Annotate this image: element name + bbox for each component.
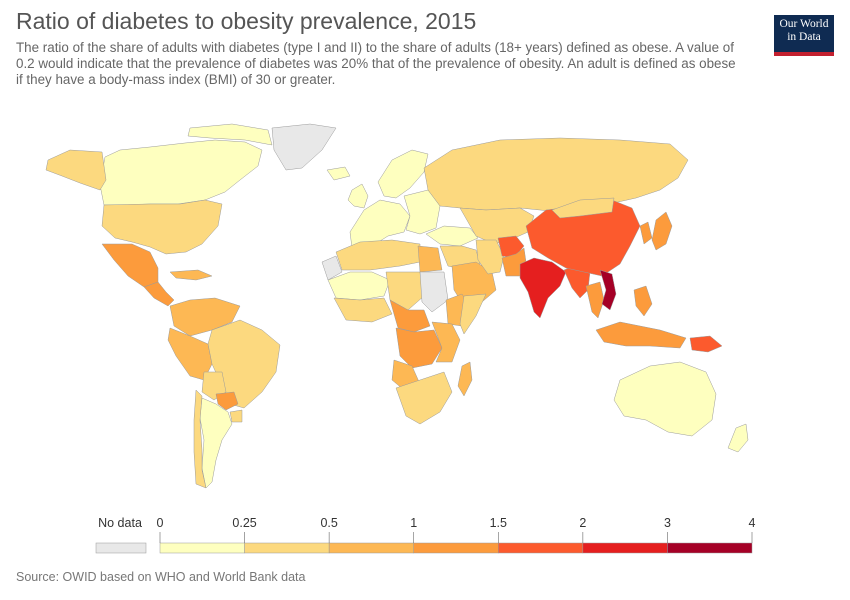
legend-svg: No data 0 0.25 0.5 1 1.5 2 3 4 xyxy=(95,516,756,554)
region-southeast-asia[interactable] xyxy=(585,281,605,319)
legend-bin-1[interactable] xyxy=(244,542,330,554)
region-india[interactable] xyxy=(519,257,567,319)
region-west-africa[interactable] xyxy=(333,297,393,323)
region-central-america[interactable] xyxy=(143,281,175,307)
region-philippines[interactable] xyxy=(633,285,653,317)
world-map-svg xyxy=(45,123,749,489)
region-east-africa[interactable] xyxy=(431,321,461,363)
logo-line-1: Our World xyxy=(779,18,829,30)
legend-bin-2[interactable] xyxy=(328,542,414,554)
region-uk-ireland[interactable] xyxy=(347,183,369,209)
region-scandinavia[interactable] xyxy=(377,149,429,199)
legend-tick-label-4: 1.5 xyxy=(490,516,507,530)
region-iceland[interactable] xyxy=(326,166,351,181)
region-somalia[interactable] xyxy=(459,293,487,335)
region-iran[interactable] xyxy=(475,239,505,275)
region-caribbean[interactable] xyxy=(169,269,213,281)
legend-no-data-label: No data xyxy=(98,516,142,530)
legend-tick-label-1: 0.25 xyxy=(232,516,256,530)
region-canadian-arctic[interactable] xyxy=(187,123,273,146)
region-turkey-caucasus[interactable] xyxy=(425,225,479,247)
region-vietnam-laos[interactable] xyxy=(599,269,617,311)
region-japan[interactable] xyxy=(651,211,673,251)
region-congo-drc[interactable] xyxy=(395,327,443,369)
legend-no-data-swatch[interactable] xyxy=(95,542,147,554)
region-colombia-venezuela[interactable] xyxy=(169,297,241,337)
region-uruguay[interactable] xyxy=(229,409,243,423)
region-chile[interactable] xyxy=(193,389,207,489)
chart-subtitle: The ratio of the share of adults with di… xyxy=(16,40,736,87)
legend-tick-label-2: 0.5 xyxy=(320,516,337,530)
region-sudan[interactable] xyxy=(419,271,449,313)
legend-bin-3[interactable] xyxy=(413,542,499,554)
legend-tick-label-0: 0 xyxy=(157,516,164,530)
region-australia[interactable] xyxy=(613,361,717,437)
region-korea[interactable] xyxy=(639,221,653,245)
region-papua-new-guinea[interactable] xyxy=(689,335,723,353)
region-alaska[interactable] xyxy=(45,149,107,191)
legend-tick-label-5: 2 xyxy=(579,516,586,530)
legend-bin-6[interactable] xyxy=(667,542,753,554)
legend-bin-4[interactable] xyxy=(498,542,584,554)
legend-bin-5[interactable] xyxy=(582,542,668,554)
region-indonesia[interactable] xyxy=(595,321,687,349)
region-new-zealand[interactable] xyxy=(727,423,749,453)
region-mongolia[interactable] xyxy=(551,197,615,219)
region-greenland[interactable] xyxy=(271,123,337,171)
region-madagascar[interactable] xyxy=(457,361,473,397)
region-sahel-west[interactable] xyxy=(327,271,391,301)
region-mexico[interactable] xyxy=(101,243,159,288)
region-central-africa[interactable] xyxy=(389,299,431,333)
logo-line-2: in Data xyxy=(787,31,821,43)
legend-bin-0[interactable] xyxy=(159,542,245,554)
source-note: Source: OWID based on WHO and World Bank… xyxy=(16,570,306,584)
legend-tick-label-6: 3 xyxy=(664,516,671,530)
legend-tick-label-7: 4 xyxy=(749,516,756,530)
region-argentina[interactable] xyxy=(199,397,233,489)
color-legend: No data 0 0.25 0.5 1 1.5 2 3 4 xyxy=(0,508,850,558)
region-canada[interactable] xyxy=(99,139,263,206)
region-russia[interactable] xyxy=(423,137,689,213)
legend-tick-label-3: 1 xyxy=(410,516,417,530)
region-paraguay[interactable] xyxy=(215,391,239,411)
region-southern-africa[interactable] xyxy=(395,371,453,425)
owid-logo[interactable]: Our World in Data xyxy=(774,15,834,56)
region-egypt[interactable] xyxy=(417,245,443,273)
region-western-sahara[interactable] xyxy=(321,255,343,281)
world-map xyxy=(0,100,850,500)
region-north-africa[interactable] xyxy=(335,239,421,271)
chart-title: Ratio of diabetes to obesity prevalence,… xyxy=(16,8,477,34)
region-chad-niger[interactable] xyxy=(385,271,425,311)
region-united-states[interactable] xyxy=(101,199,223,255)
region-brazil[interactable] xyxy=(207,319,281,409)
